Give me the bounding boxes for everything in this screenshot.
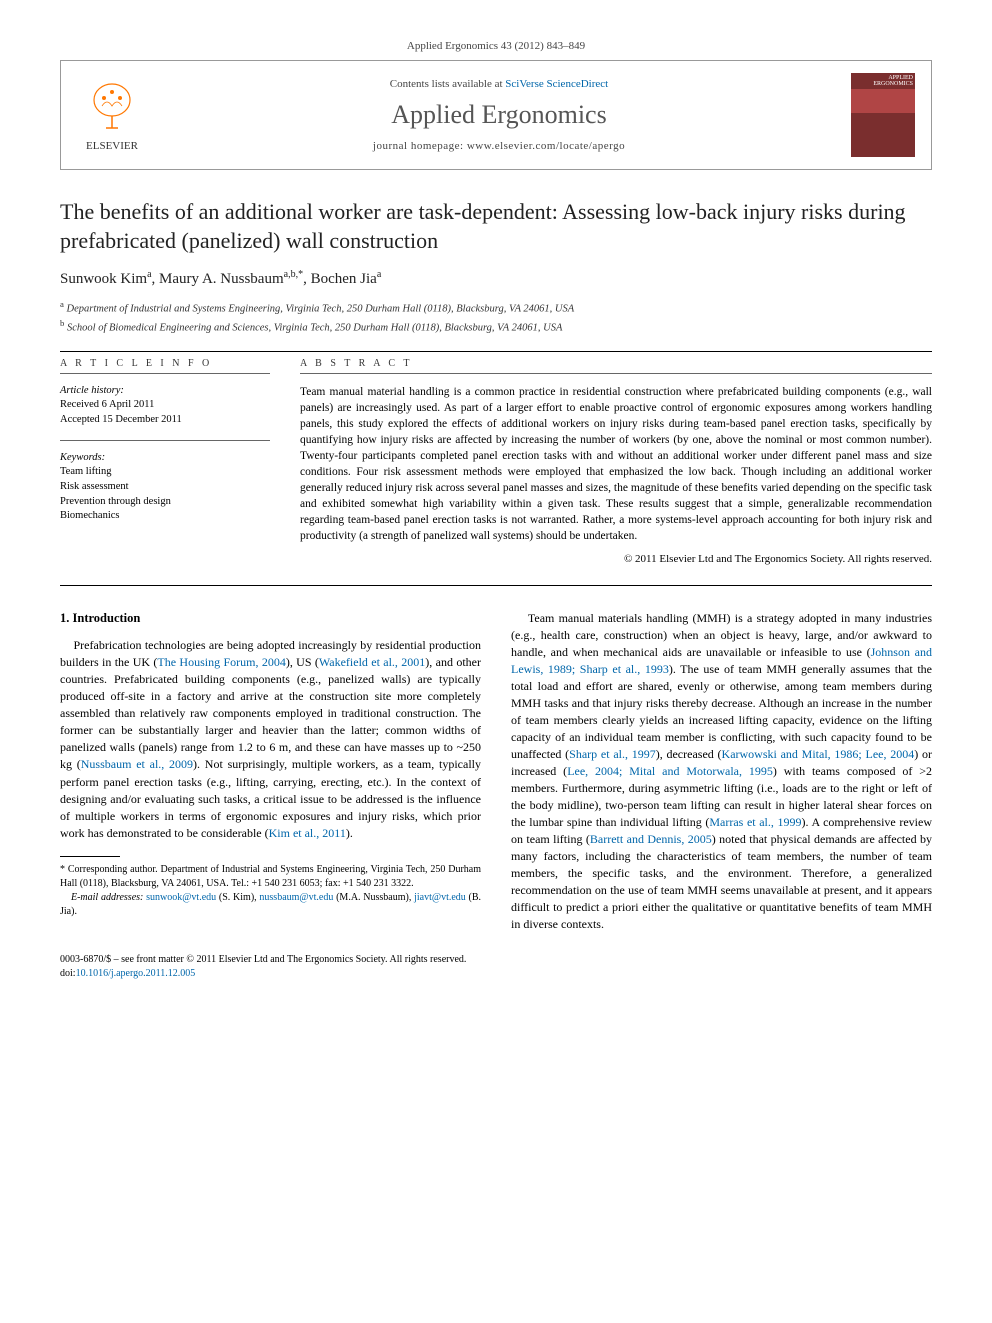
homepage-prefix: journal homepage: [373, 140, 467, 152]
cite-lee-mital[interactable]: Lee, 2004; Mital and Motorwala, 1995 [567, 764, 773, 778]
received-date: Received 6 April 2011 [60, 398, 270, 413]
cite-karwowski-lee[interactable]: Karwowski and Mital, 1986; Lee, 2004 [722, 747, 915, 761]
accepted-date: Accepted 15 December 2011 [60, 413, 270, 428]
corresponding-author-footnote: * Corresponding author. Department of In… [60, 863, 481, 919]
homepage-url[interactable]: www.elsevier.com/locate/apergo [467, 140, 625, 152]
keyword: Prevention through design [60, 495, 270, 510]
email-2[interactable]: nussbaum@vt.edu [259, 892, 333, 903]
cite-nussbaum-2009[interactable]: Nussbaum et al., 2009 [81, 757, 193, 771]
section-1-heading: 1. Introduction [60, 610, 481, 628]
author-3: Bochen Jiaa [311, 271, 382, 287]
abstract-text: Team manual material handling is a commo… [300, 384, 932, 545]
email-line: E-mail addresses: sunwook@vt.edu (S. Kim… [60, 891, 481, 919]
body-column-left: 1. Introduction Prefabrication technolog… [60, 610, 481, 934]
author-2: Maury A. Nussbauma,b,* [159, 271, 303, 287]
cite-kim-2011[interactable]: Kim et al., 2011 [269, 826, 346, 840]
cite-sharp-1997[interactable]: Sharp et al., 1997 [569, 747, 656, 761]
journal-title: Applied Ergonomics [163, 100, 835, 130]
page-footer: 0003-6870/$ – see front matter © 2011 El… [60, 953, 932, 981]
info-abstract-row: A R T I C L E I N F O Article history: R… [60, 358, 932, 565]
cite-barrett-dennis[interactable]: Barrett and Dennis, 2005 [590, 832, 712, 846]
intro-paragraph-2: Team manual materials handling (MMH) is … [511, 610, 932, 934]
doi-link[interactable]: 10.1016/j.apergo.2011.12.005 [76, 968, 196, 979]
keyword: Biomechanics [60, 509, 270, 524]
email-1[interactable]: sunwook@vt.edu [146, 892, 216, 903]
article-title: The benefits of an additional worker are… [60, 198, 932, 255]
affiliations: a Department of Industrial and Systems E… [60, 298, 932, 336]
contents-line: Contents lists available at SciVerse Sci… [163, 78, 835, 90]
author-1: Sunwook Kima [60, 271, 152, 287]
keywords-block: Keywords: Team lifting Risk assessment P… [60, 451, 270, 524]
corr-author-text: * Corresponding author. Department of In… [60, 863, 481, 891]
body-column-right: Team manual materials handling (MMH) is … [511, 610, 932, 934]
cite-marras-1999[interactable]: Marras et al., 1999 [709, 815, 801, 829]
header-center: Contents lists available at SciVerse Sci… [163, 78, 835, 152]
front-matter-line: 0003-6870/$ – see front matter © 2011 El… [60, 953, 932, 967]
cite-wakefield[interactable]: Wakefield et al., 2001 [319, 655, 425, 669]
cover-thumbnail: APPLIED ERGONOMICS [851, 73, 915, 157]
info-rule-1 [60, 373, 270, 374]
rule-bottom [60, 585, 932, 586]
citation-bar: Applied Ergonomics 43 (2012) 843–849 [60, 40, 932, 52]
elsevier-tree-icon [82, 78, 142, 138]
journal-header: ELSEVIER Contents lists available at Sci… [60, 60, 932, 170]
keyword: Risk assessment [60, 480, 270, 495]
elsevier-name: ELSEVIER [86, 140, 138, 152]
article-history: Article history: Received 6 April 2011 A… [60, 384, 270, 428]
keyword: Team lifting [60, 465, 270, 480]
rule-top [60, 351, 932, 352]
body-columns: 1. Introduction Prefabrication technolog… [60, 610, 932, 934]
elsevier-logo: ELSEVIER [77, 75, 147, 155]
abstract-label: A B S T R A C T [300, 358, 932, 369]
article-info-label: A R T I C L E I N F O [60, 358, 270, 369]
keywords-head: Keywords: [60, 451, 270, 466]
email-3[interactable]: jiavt@vt.edu [414, 892, 466, 903]
intro-paragraph-1: Prefabrication technologies are being ad… [60, 637, 481, 841]
abstract-rule [300, 373, 932, 374]
abstract-column: A B S T R A C T Team manual material han… [300, 358, 932, 565]
cover-bar [851, 89, 915, 113]
cover-label: APPLIED ERGONOMICS [851, 73, 915, 89]
history-head: Article history: [60, 384, 270, 399]
article-page: Applied Ergonomics 43 (2012) 843–849 ELS… [0, 0, 992, 1021]
cite-housing-forum[interactable]: The Housing Forum, 2004 [157, 655, 285, 669]
footnote-separator [60, 856, 120, 857]
abstract-copyright: © 2011 Elsevier Ltd and The Ergonomics S… [300, 553, 932, 565]
sciencedirect-link[interactable]: SciVerse ScienceDirect [505, 78, 608, 90]
affiliation-a: a Department of Industrial and Systems E… [60, 298, 932, 317]
contents-prefix: Contents lists available at [390, 78, 505, 90]
authors-line: Sunwook Kima, Maury A. Nussbauma,b,*, Bo… [60, 269, 932, 288]
info-rule-2 [60, 440, 270, 441]
doi-line: doi:10.1016/j.apergo.2011.12.005 [60, 967, 932, 981]
homepage-line: journal homepage: www.elsevier.com/locat… [163, 140, 835, 152]
affiliation-b: b School of Biomedical Engineering and S… [60, 317, 932, 336]
article-info-column: A R T I C L E I N F O Article history: R… [60, 358, 270, 565]
